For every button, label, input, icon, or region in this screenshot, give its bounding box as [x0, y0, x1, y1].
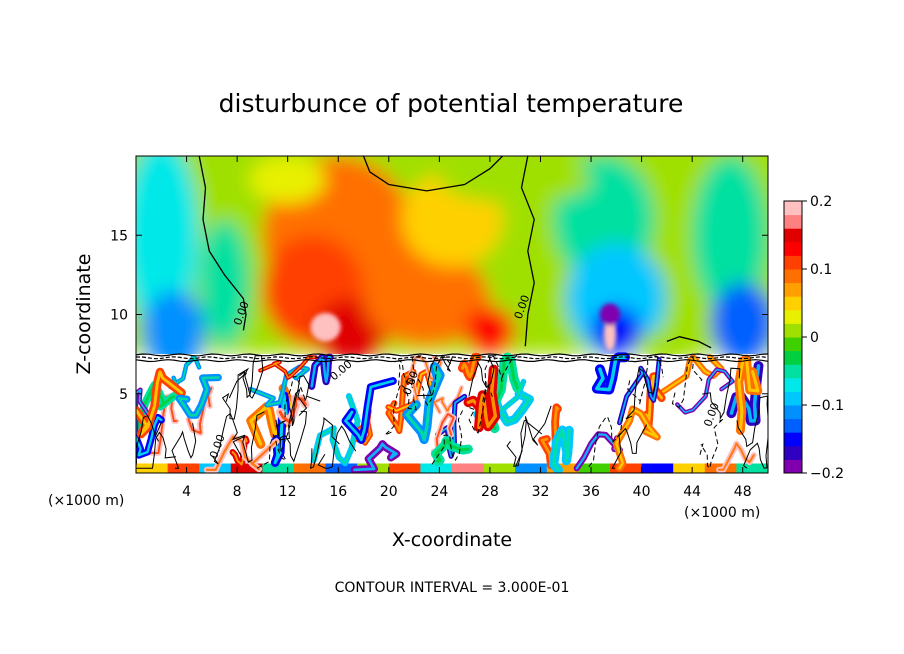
x-tick-label: 12 [279, 484, 297, 500]
colorbar-swatch [784, 201, 802, 216]
chart-title: disturbunce of potential temperature [219, 89, 684, 118]
x-tick-label: 20 [380, 484, 398, 500]
colorbar-swatch [784, 309, 802, 324]
colorbar-swatch [784, 269, 802, 284]
x-tick-label: 36 [582, 484, 600, 500]
x-axis: 4 8 12 16 20 24 28 32 36 40 44 48 [182, 156, 752, 500]
upper-field [136, 156, 768, 370]
colorbar: 0.2 0.1 0 −0.1 −0.2 [783, 194, 844, 482]
colorbar-swatch [784, 296, 802, 311]
colorbar-swatch [784, 228, 802, 243]
x-tick-label: 28 [481, 484, 499, 500]
colorbar-swatch [784, 391, 802, 406]
colorbar-swatch [784, 364, 802, 379]
colorbar-tick-label: 0.2 [810, 194, 832, 210]
colorbar-swatch [784, 445, 802, 460]
x-tick-label: 44 [683, 484, 701, 500]
colorbar-swatch [784, 214, 802, 229]
x-tick-label: 16 [329, 484, 347, 500]
x-tick-label: 32 [532, 484, 550, 500]
colorbar-tick-label: −0.1 [810, 398, 844, 414]
y-tick-label: 15 [110, 228, 128, 244]
colorbar-swatch [784, 350, 802, 365]
colorbar-swatch [784, 459, 802, 474]
colorbar-swatch [784, 337, 802, 352]
colorbar-tick-label: 0 [810, 330, 819, 346]
colorbar-swatch [784, 282, 802, 297]
x-unit-right: (×1000 m) [684, 505, 760, 521]
contour-lines [136, 156, 768, 470]
y-axis-title: Z-coordinate [73, 254, 95, 375]
colorbar-tick-label: 0.1 [810, 262, 832, 278]
x-tick-label: 8 [233, 484, 242, 500]
colorbar-swatch [784, 377, 802, 392]
colorbar-swatch [784, 405, 802, 420]
x-tick-label: 48 [734, 484, 752, 500]
x-unit-left: (×1000 m) [48, 493, 124, 509]
y-tick-label: 5 [119, 387, 128, 403]
colorbar-swatch [784, 241, 802, 256]
x-axis-title: X-coordinate [392, 529, 512, 551]
colorbar-tick-label: −0.2 [810, 466, 844, 482]
colorbar-swatch [784, 323, 802, 338]
colorbar-swatch [784, 432, 802, 447]
colorbar-swatch [784, 418, 802, 433]
y-axis: 5 10 15 [110, 228, 768, 403]
x-tick-label: 4 [182, 484, 191, 500]
plot-area [136, 156, 768, 473]
x-tick-label: 40 [633, 484, 651, 500]
y-tick-label: 10 [110, 308, 128, 324]
x-tick-label: 24 [430, 484, 448, 500]
contour-interval-note: CONTOUR INTERVAL = 3.000E-01 [335, 580, 570, 596]
colorbar-swatch [784, 255, 802, 270]
